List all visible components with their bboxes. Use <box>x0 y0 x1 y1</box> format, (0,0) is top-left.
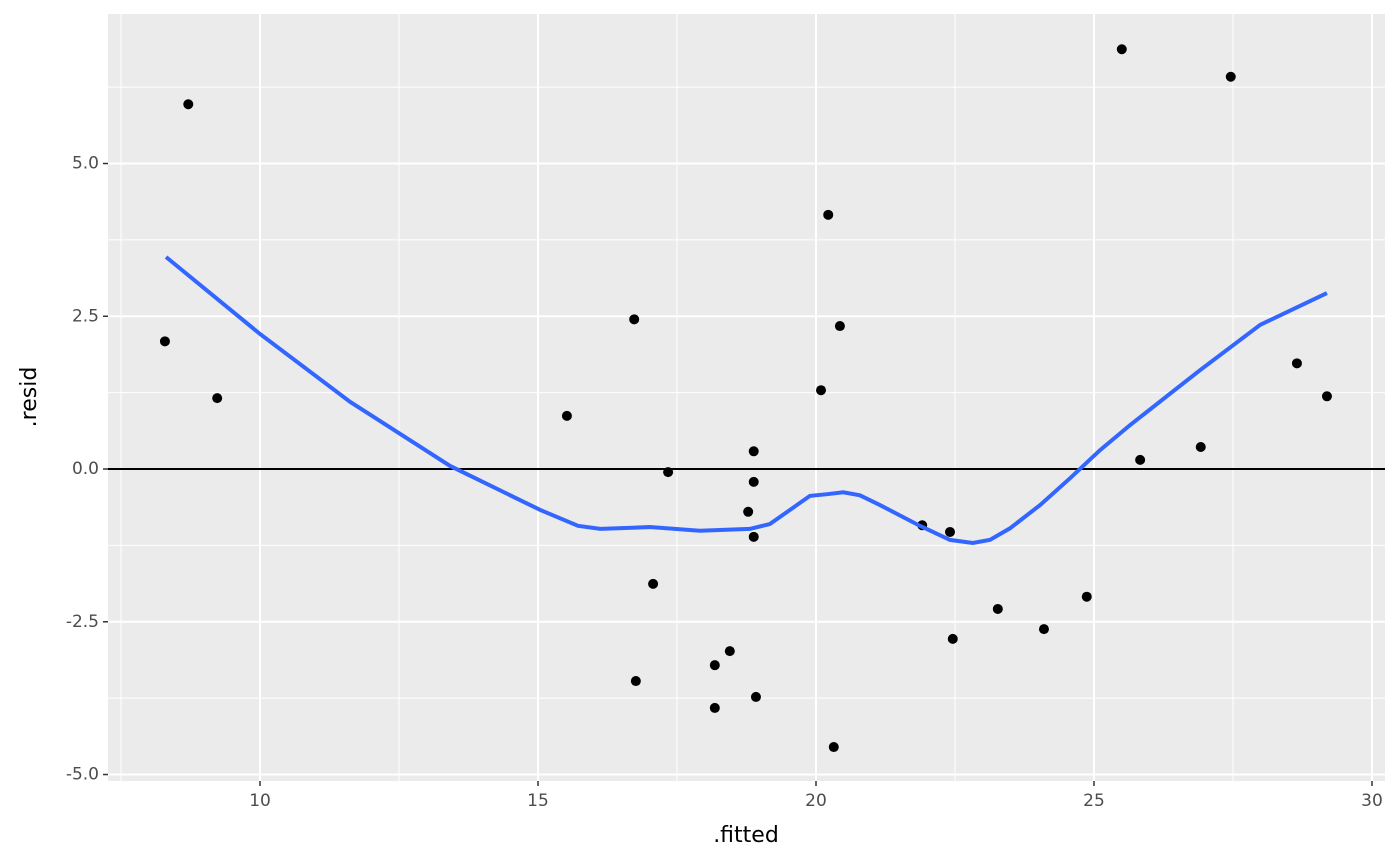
panel <box>108 14 1385 781</box>
point <box>944 526 955 537</box>
x-tick-label: 10 <box>249 791 271 811</box>
point <box>709 660 720 671</box>
y-axis-title: .resid <box>17 367 42 428</box>
point <box>1135 454 1146 465</box>
point <box>1038 624 1049 635</box>
point <box>834 321 845 332</box>
point <box>748 446 759 457</box>
x-tick-label: 20 <box>805 791 827 811</box>
y-tick-label: -5.0 <box>66 765 99 785</box>
point <box>748 476 759 487</box>
x-axis-title: .fitted <box>713 823 779 848</box>
point <box>816 385 827 396</box>
point <box>709 702 720 713</box>
point <box>159 336 170 347</box>
point <box>1321 391 1332 402</box>
point <box>561 410 572 421</box>
y-tick-label: 5.0 <box>72 154 99 174</box>
y-tick-label: 2.5 <box>72 306 99 326</box>
point <box>1081 591 1092 602</box>
point <box>828 742 839 753</box>
point <box>183 99 194 110</box>
point <box>1291 358 1302 369</box>
point <box>823 209 834 220</box>
point <box>212 393 223 404</box>
point <box>663 467 674 478</box>
point <box>1225 71 1236 82</box>
x-tick-label: 30 <box>1361 791 1383 811</box>
point <box>992 603 1003 614</box>
point <box>629 314 640 325</box>
smooth-line <box>164 255 1328 545</box>
point <box>630 676 641 687</box>
point <box>748 531 759 542</box>
point <box>1116 44 1127 55</box>
point <box>648 578 659 589</box>
x-tick-label: 25 <box>1083 791 1105 811</box>
x-tick-label: 15 <box>527 791 549 811</box>
point <box>947 633 958 644</box>
point <box>743 506 754 517</box>
point <box>1195 442 1206 453</box>
point <box>750 691 761 702</box>
point <box>724 646 735 657</box>
y-tick-label: 0.0 <box>72 459 99 479</box>
y-tick-label: -2.5 <box>66 612 99 632</box>
